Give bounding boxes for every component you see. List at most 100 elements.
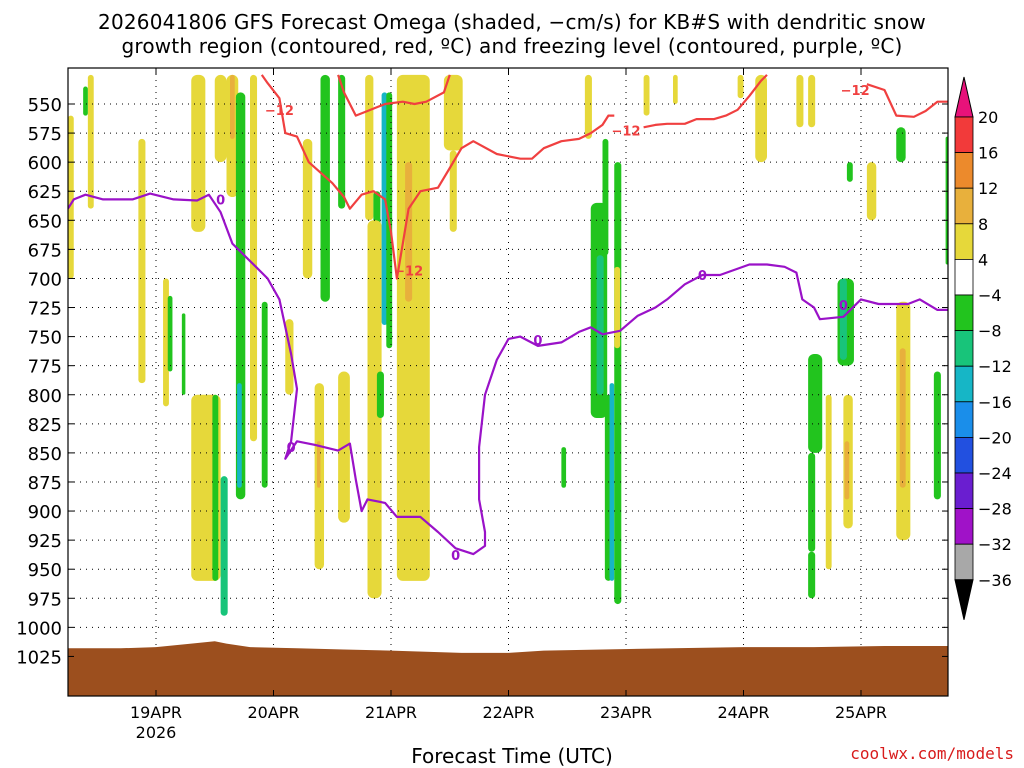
y-tick-label-950: 950 bbox=[28, 560, 62, 581]
freezing-level-label-2: 0 bbox=[533, 334, 542, 349]
omega-region-51 bbox=[808, 452, 816, 552]
colorbar-bin-7 bbox=[954, 365, 974, 403]
omega-region-19 bbox=[302, 138, 313, 279]
ground-layer bbox=[68, 641, 948, 696]
omega-region-63 bbox=[933, 371, 941, 500]
dgz-label-3: −12 bbox=[841, 84, 870, 99]
omega-region-9 bbox=[214, 74, 227, 163]
omega-region-21 bbox=[316, 441, 321, 488]
dgz-contour-0 bbox=[260, 74, 615, 280]
colorbar-label-12: −32 bbox=[978, 535, 1012, 554]
chart-title-line-1: 2026041806 GFS Forecast Omega (shaded, −… bbox=[98, 10, 926, 34]
omega-region-0 bbox=[68, 115, 74, 279]
y-tick-label-850: 850 bbox=[28, 444, 62, 465]
y-tick-label-825: 825 bbox=[28, 415, 62, 436]
y-tick-label-775: 775 bbox=[28, 357, 62, 378]
freezing-level-label-1: 0 bbox=[287, 441, 296, 456]
colorbar-bin-12 bbox=[954, 543, 974, 581]
dgz-contour-3 bbox=[866, 83, 948, 118]
omega-region-47 bbox=[755, 74, 767, 163]
colorbar-label-13: −36 bbox=[978, 571, 1012, 590]
colorbar-bin-4 bbox=[954, 258, 974, 296]
colorbar-bin-2 bbox=[954, 187, 974, 225]
omega-region-50 bbox=[808, 354, 823, 453]
omega-region-31 bbox=[396, 74, 430, 581]
omega-region-59 bbox=[866, 162, 877, 221]
omega-region-35 bbox=[561, 447, 567, 488]
freezing-level-label-4: 0 bbox=[698, 269, 707, 284]
omega-region-6 bbox=[181, 313, 186, 395]
y-tick-label-975: 975 bbox=[28, 589, 62, 610]
omega-region-13 bbox=[230, 74, 235, 139]
omega-region-28 bbox=[381, 92, 388, 325]
colorbar-bin-0 bbox=[954, 116, 974, 153]
omega-region-39 bbox=[596, 255, 604, 395]
y-tick-label-600: 600 bbox=[28, 153, 62, 174]
colorbar-label-7: −12 bbox=[978, 357, 1012, 376]
omega-region-23 bbox=[320, 74, 330, 302]
colorbar-bin-3 bbox=[954, 223, 974, 260]
omega-region-46 bbox=[737, 74, 744, 99]
ground-surface bbox=[68, 641, 948, 696]
omega-region-5 bbox=[167, 295, 173, 372]
x-tick-label-19APR: 19APR bbox=[130, 703, 182, 722]
x-tick-label-23APR: 23APR bbox=[600, 703, 652, 722]
colorbar-label-11: −28 bbox=[978, 500, 1012, 519]
colorbar-label-3: 8 bbox=[978, 215, 988, 234]
x-tick-label-21APR: 21APR bbox=[365, 703, 417, 722]
colorbar-label-6: −8 bbox=[978, 322, 1002, 341]
colorbar-label-4: 4 bbox=[978, 250, 988, 269]
dgz-contour-1 bbox=[337, 74, 451, 117]
freezing-level-label-5: 0 bbox=[839, 299, 848, 314]
y-tick-label-675: 675 bbox=[28, 240, 62, 261]
freezing-level-label-0: 0 bbox=[216, 193, 225, 208]
freezing-level-line bbox=[68, 192, 948, 556]
omega-region-4 bbox=[163, 278, 169, 407]
omega-region-57 bbox=[844, 441, 850, 500]
colorbar-label-8: −16 bbox=[978, 393, 1012, 412]
y-tick-label-900: 900 bbox=[28, 502, 62, 523]
colorbar-bin-11 bbox=[954, 508, 974, 545]
y-tick-label-625: 625 bbox=[28, 182, 62, 203]
omega-region-34 bbox=[449, 150, 457, 232]
omega-region-52 bbox=[808, 551, 816, 599]
colorbar-bin-6 bbox=[954, 330, 974, 367]
colorbar-top-arrow bbox=[954, 76, 974, 118]
omega-region-27 bbox=[367, 220, 382, 599]
omega-region-62 bbox=[899, 348, 906, 488]
y-tick-label-1000: 1000 bbox=[16, 618, 62, 639]
colorbar-bin-9 bbox=[954, 436, 974, 474]
colorbar-bin-10 bbox=[954, 472, 974, 509]
omega-region-60 bbox=[896, 127, 906, 163]
x-tick-label-24APR: 24APR bbox=[717, 703, 769, 722]
y-tick-label-875: 875 bbox=[28, 473, 62, 494]
omega-region-33 bbox=[443, 74, 463, 151]
omega-region-7 bbox=[191, 74, 206, 232]
pressure-axis: 550 575 600 625 650 675 700 725 750 775 800 825 850 8… bbox=[16, 95, 948, 668]
x-tick-label-22APR: 22APR bbox=[482, 703, 534, 722]
omega-region-10 bbox=[212, 394, 219, 581]
colorbar-label-9: −20 bbox=[978, 428, 1012, 447]
dgz-label-1: −12 bbox=[394, 264, 423, 279]
y-tick-label-575: 575 bbox=[28, 124, 62, 145]
omega-region-36 bbox=[584, 74, 592, 139]
omega-region-42 bbox=[614, 162, 622, 605]
omega-timeheight-chart: 0 0 0 0 0 0 −12 −12 −12 −12 550 575 600 625 650 675 700… bbox=[16, 67, 1012, 742]
omega-region-53 bbox=[825, 394, 832, 570]
omega-region-25 bbox=[365, 74, 374, 221]
y-tick-label-1025: 1025 bbox=[16, 647, 62, 668]
omega-region-1 bbox=[87, 74, 94, 209]
colorbar-label-10: −24 bbox=[978, 464, 1012, 483]
x-axis-label: Forecast Time (UTC) bbox=[411, 744, 613, 768]
omega-region-44 bbox=[643, 74, 650, 116]
omega-region-58 bbox=[846, 162, 853, 182]
colorbar-bin-1 bbox=[954, 152, 974, 189]
omega-region-55 bbox=[839, 278, 847, 360]
colorbar-label-1: 16 bbox=[978, 144, 998, 163]
omega-shading-layer bbox=[68, 74, 948, 616]
omega-region-16 bbox=[250, 74, 258, 442]
colorbar-label-5: −4 bbox=[978, 286, 1002, 305]
omega-region-43 bbox=[614, 266, 621, 349]
dgz-contour-2 bbox=[643, 74, 768, 129]
